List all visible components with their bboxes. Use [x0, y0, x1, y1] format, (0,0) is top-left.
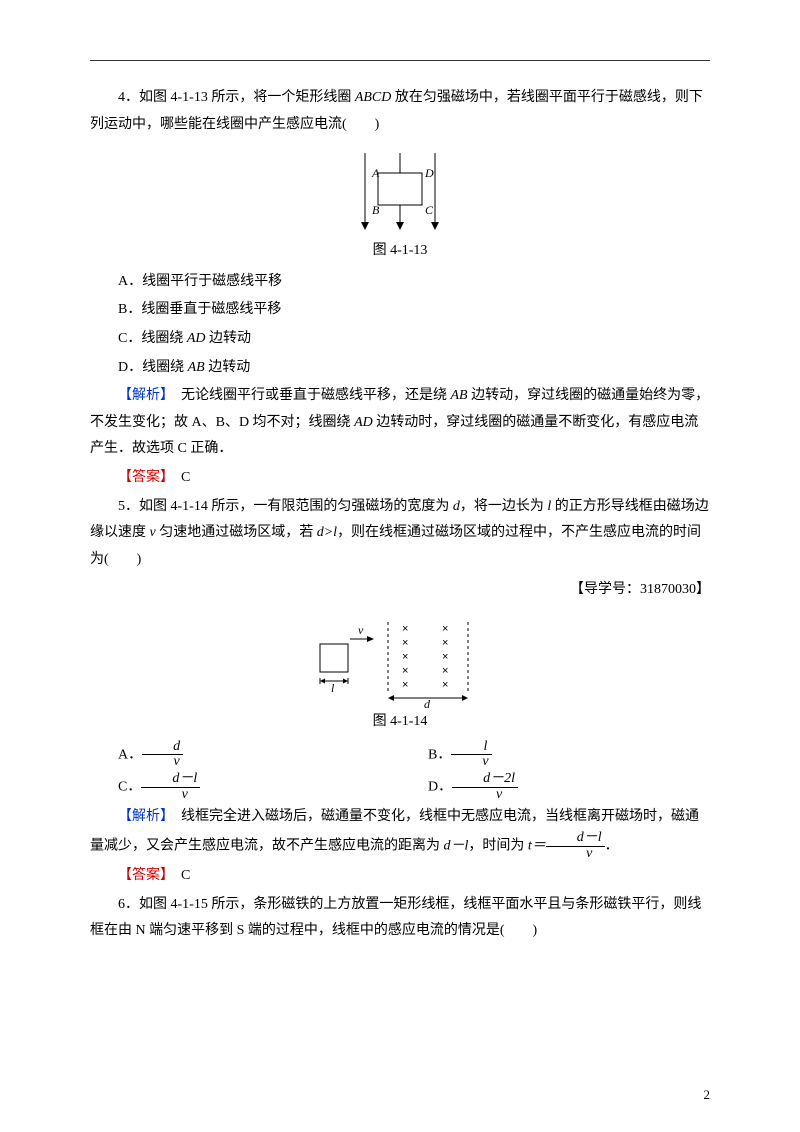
svg-text:×: ×	[402, 679, 408, 691]
svg-text:×: ×	[402, 623, 408, 635]
q5-answer: 【答案】 C	[90, 863, 710, 890]
q5-answer-val: C	[167, 868, 190, 883]
q5-b: ，将一边长为	[460, 499, 548, 514]
q4-C-b: 边转动	[206, 331, 252, 346]
analysis-label-2: 【解析】	[118, 809, 167, 824]
q5-stem: 5．如图 4-1-14 所示，一有限范围的匀强磁场的宽度为 d，将一边长为 l …	[90, 494, 710, 574]
svg-text:×: ×	[442, 651, 448, 663]
q4-text-a: 4．如图 4-1-13 所示，将一个矩形线圈	[118, 90, 355, 105]
q5-tag: 【导学号：31870030】	[90, 577, 710, 604]
analysis-label: 【解析】	[118, 388, 167, 403]
q5-D-prefix: D．	[428, 779, 452, 794]
q5-option-D: D．d－2lv	[400, 772, 710, 802]
q5-B-num: l	[451, 740, 491, 756]
q4-an-a: 无论线圈平行或垂直于磁感线平移，还是绕	[167, 388, 451, 403]
q5-cond: d>l	[317, 525, 337, 540]
answer-label: 【答案】	[118, 470, 167, 485]
page: 4．如图 4-1-13 所示，将一个矩形线圈 ABCD 放在匀强磁场中，若线圈平…	[0, 0, 800, 1132]
fig1-label-A: A	[371, 166, 380, 180]
q5-A-num: d	[142, 740, 183, 756]
q4-D-a: D．线圈绕	[118, 360, 188, 375]
fig1-label-C: C	[425, 203, 434, 217]
q5-analysis: 【解析】 线框完全进入磁场后，磁通量不变化，线框中无感应电流，当线框离开磁场时，…	[90, 804, 710, 861]
svg-text:×: ×	[442, 637, 448, 649]
q5-B-prefix: B．	[428, 747, 451, 762]
q5-frac-den: v	[546, 847, 605, 862]
q4-abcd: ABCD	[355, 90, 392, 105]
q4-D-b: 边转动	[205, 360, 251, 375]
fig1-label-B: B	[372, 203, 380, 217]
q5-D-num: d－2l	[452, 772, 518, 788]
q5-an-b: ，时间为	[468, 838, 528, 853]
q4-an-i1: AB	[451, 388, 468, 403]
q4-option-A: A．线圈平行于磁感线平移	[90, 269, 710, 296]
q5-options-row2: C．d－lv D．d－2lv	[90, 772, 710, 802]
q5-C-num: d－l	[141, 772, 200, 788]
figure-4-1-13: A D B C 图 4-1-13	[90, 148, 710, 265]
fig2-v: v	[358, 623, 364, 637]
q5-D-den: v	[452, 788, 518, 803]
q5-teq: t＝	[528, 838, 546, 853]
q5-dd: 匀速地通过磁场区域，若	[156, 525, 317, 540]
q4-D-i: AB	[188, 360, 205, 375]
q5-an-c: ．	[605, 838, 619, 853]
q4-C-i: AD	[187, 331, 206, 346]
q4-answer-val: C	[167, 470, 190, 485]
svg-text:×: ×	[442, 623, 448, 635]
q5-frac-num: d－l	[546, 831, 605, 847]
fig2-l: l	[331, 681, 335, 695]
svg-text:×: ×	[402, 637, 408, 649]
q5-a: 5．如图 4-1-14 所示，一有限范围的匀强磁场的宽度为	[118, 499, 453, 514]
q4-an-i2: AD	[354, 415, 373, 430]
q5-A-den: v	[142, 755, 183, 770]
q4-option-B: B．线圈垂直于磁感线平移	[90, 297, 710, 324]
q5-options-row1: A．dv B．lv	[90, 740, 710, 770]
q4-option-C: C．线圈绕 AD 边转动	[90, 326, 710, 353]
svg-text:×: ×	[402, 651, 408, 663]
q4-analysis: 【解析】 无论线圈平行或垂直于磁感线平移，还是绕 AB 边转动，穿过线圈的磁通量…	[90, 383, 710, 463]
q5-option-C: C．d－lv	[90, 772, 400, 802]
answer-label-2: 【答案】	[118, 868, 167, 883]
fig2-d: d	[424, 697, 431, 709]
fig2-caption: 图 4-1-14	[90, 709, 710, 736]
fig1-caption: 图 4-1-13	[90, 238, 710, 265]
q4-answer: 【答案】 C	[90, 465, 710, 492]
q5-C-den: v	[141, 788, 200, 803]
q4-C-a: C．线圈绕	[118, 331, 187, 346]
svg-text:×: ×	[442, 665, 448, 677]
q5-dist: d－l	[444, 838, 469, 853]
fig2-svg: v l × × × × × × × × × × d	[300, 614, 500, 709]
svg-text:×: ×	[442, 679, 448, 691]
fig1-label-D: D	[424, 166, 434, 180]
q4-stem: 4．如图 4-1-13 所示，将一个矩形线圈 ABCD 放在匀强磁场中，若线圈平…	[90, 85, 710, 138]
q5-B-den: v	[451, 755, 491, 770]
q5-C-prefix: C．	[118, 779, 141, 794]
q5-d: d	[453, 499, 460, 514]
q6-stem: 6．如图 4-1-15 所示，条形磁铁的上方放置一矩形线框，线框平面水平且与条形…	[90, 892, 710, 945]
top-rule	[90, 60, 710, 61]
q4-option-D: D．线圈绕 AB 边转动	[90, 355, 710, 382]
q5-option-A: A．dv	[90, 740, 400, 770]
svg-text:×: ×	[402, 665, 408, 677]
q5-A-prefix: A．	[118, 747, 142, 762]
figure-4-1-14: v l ×× ×× ×× ×× ×× d 图 4-1-	[90, 614, 710, 736]
q5-option-B: B．lv	[400, 740, 710, 770]
fig1-svg: A D B C	[335, 148, 465, 238]
page-number: 2	[704, 1083, 711, 1108]
